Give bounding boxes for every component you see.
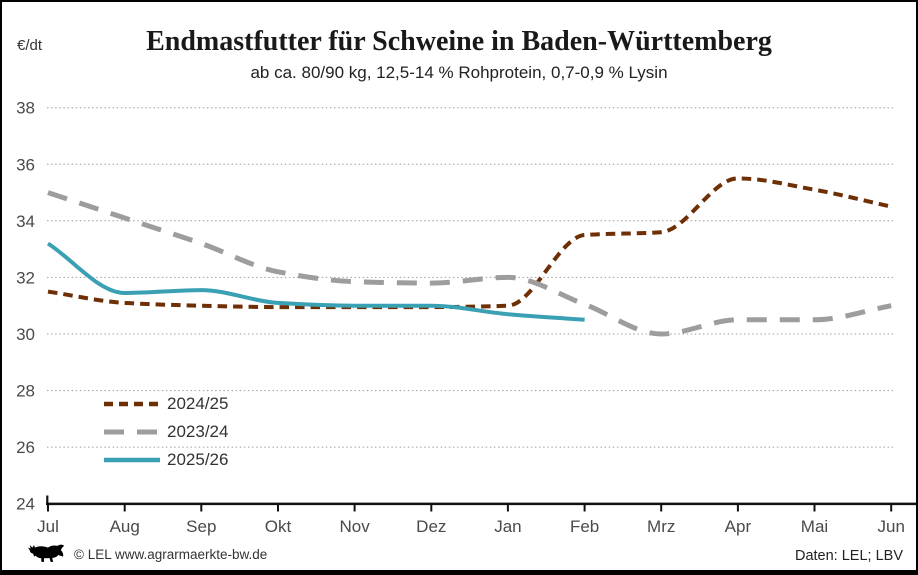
y-tick-label-38: 38 [16,99,35,118]
legend-swatch [104,401,160,407]
y-tick-label-34: 34 [16,212,35,231]
series-line-2025/26 [46,241,585,322]
y-tick-label-30: 30 [16,325,35,344]
legend-label: 2024/25 [167,394,229,413]
y-tick-label-36: 36 [16,155,35,174]
x-tick-label-Okt: Okt [265,517,292,536]
x-tick-label-Mrz: Mrz [647,517,675,536]
page-title: Endmastfutter für Schweine in Baden-Würt… [146,26,772,57]
x-axis-labels: Jul Aug Sep Okt Nov Dez Jan Feb Mrz Apr Mai Jun [37,517,905,536]
x-tick-label-Feb: Feb [570,517,599,536]
x-tick-label-Apr: Apr [725,517,752,536]
y-axis-unit-label: €/dt [17,37,43,54]
page-subtitle: ab ca. 80/90 kg, 12,5-14 % Rohprotein, 0… [250,63,668,82]
legend-item-2023/24: 2023/24 [103,418,228,446]
legend: 2024/25 2023/24 2025/26 [103,390,228,474]
data-source-text: Daten: LEL; LBV [794,548,903,564]
y-tick-label-28: 28 [16,382,35,401]
gridlines [47,107,894,448]
y-tick-label-32: 32 [16,268,35,287]
x-tick-label-Jul: Jul [37,517,59,536]
x-tick-label-Mai: Mai [801,517,828,536]
copyright-text: © LEL www.agrarmaerkte-bw.de [74,547,268,562]
x-tick-label-Jan: Jan [494,517,521,536]
bw-lion-logo-icon [28,544,65,562]
x-tick-label-Dez: Dez [416,517,446,536]
x-tick-label-Jun: Jun [877,517,904,536]
x-tick-label-Sep: Sep [186,517,216,536]
x-tick-label-Nov: Nov [339,517,370,536]
legend-label: 2025/26 [167,450,229,469]
y-tick-label-24: 24 [16,495,35,514]
footer-branding: © LEL www.agrarmaerkte-bw.de [28,543,267,566]
x-axis [46,495,916,512]
x-tick-label-Aug: Aug [110,517,140,536]
legend-swatch [104,429,160,435]
y-axis-labels: 24 26 28 30 32 34 36 38 [16,99,35,514]
series-line-2024/25 [47,176,892,310]
legend-swatch [104,457,160,463]
legend-item-2025/26: 2025/26 [103,446,228,474]
series-line-2023/24 [47,190,892,337]
legend-item-2024/25: 2024/25 [103,390,228,418]
legend-label: 2023/24 [167,422,229,441]
bottom-border-bar [2,570,916,573]
y-tick-label-26: 26 [16,438,35,457]
